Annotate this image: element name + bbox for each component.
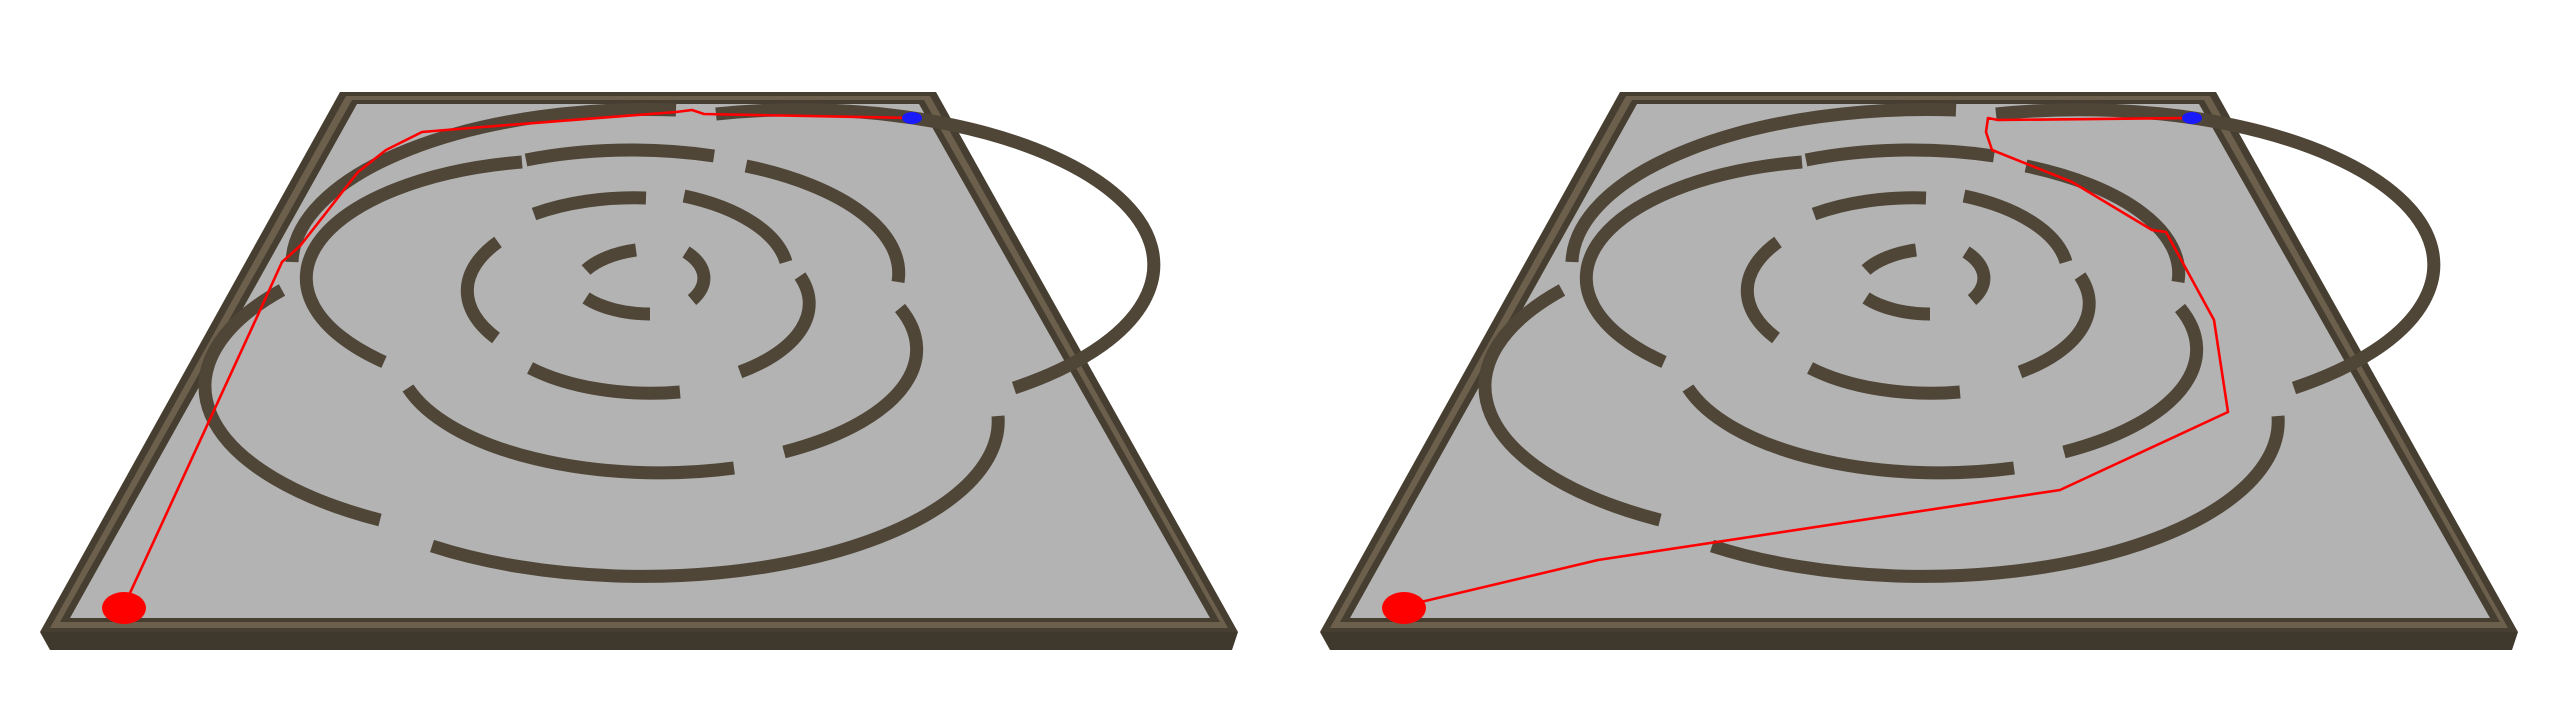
start-marker-right <box>1382 592 1426 624</box>
start-marker-left <box>102 592 146 624</box>
maze-board-left <box>40 92 1238 650</box>
solution-path-right <box>1403 116 2230 608</box>
goal-marker-right <box>2182 112 2202 124</box>
maze-board-right <box>1320 92 2518 650</box>
goal-marker-left <box>902 112 922 124</box>
solution-path-left <box>122 108 911 607</box>
